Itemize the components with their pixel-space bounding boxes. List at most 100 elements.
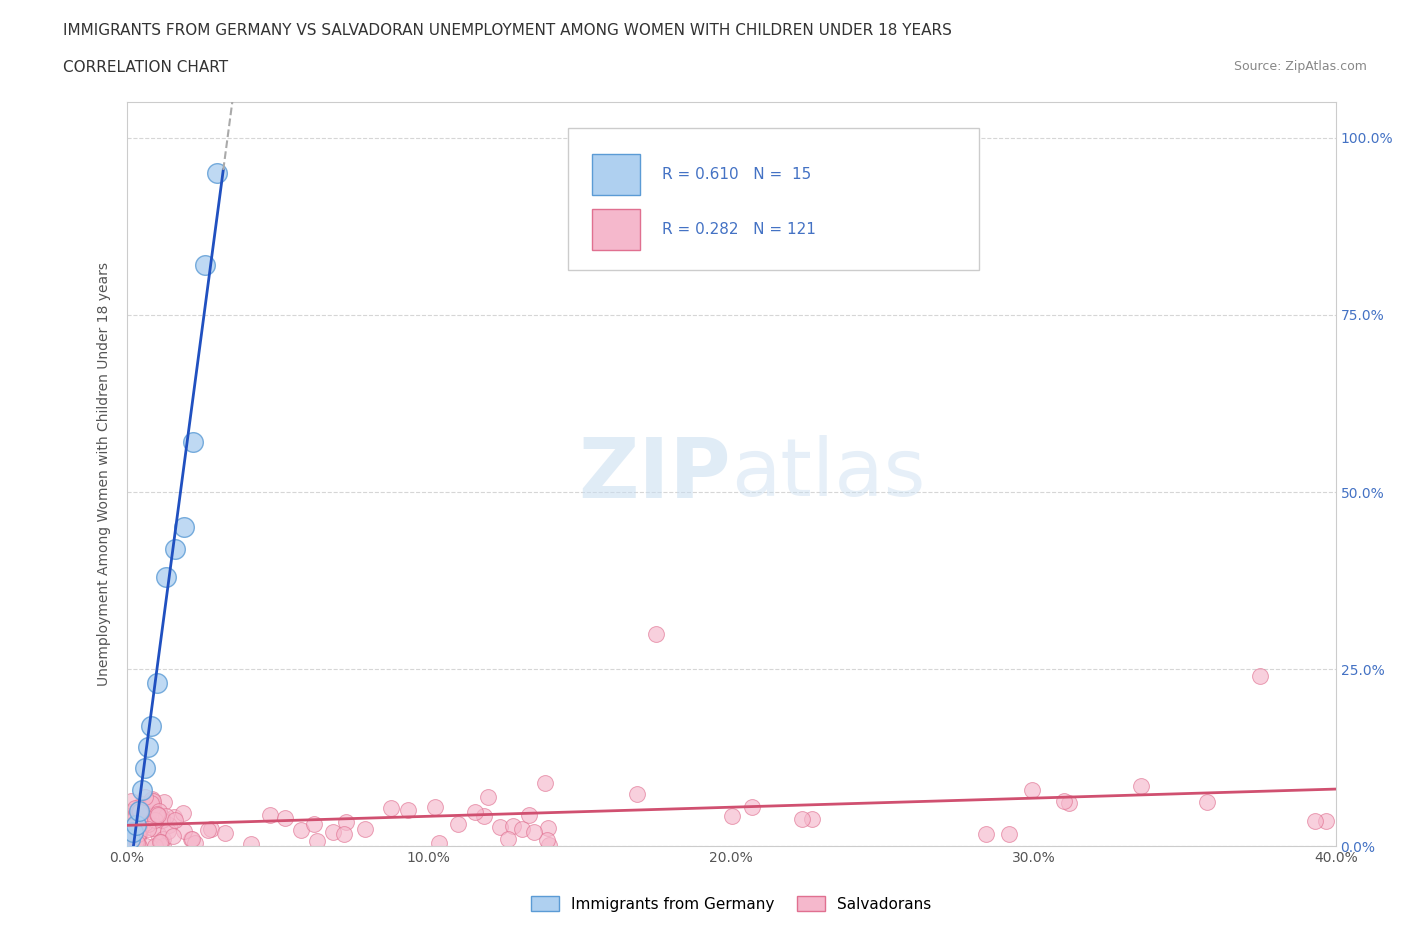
Point [118, 806, 141, 821]
Point [148, 826, 170, 841]
Point [477, 790, 499, 804]
Point [998, 827, 1021, 842]
Point [173, 520, 195, 535]
Point [305, 834, 328, 849]
Point [157, 817, 180, 832]
Point [117, 837, 139, 852]
Point [122, 826, 145, 841]
Point [129, 799, 152, 814]
Point [145, 806, 167, 821]
Point [124, 817, 146, 832]
Point [134, 790, 156, 804]
Point [152, 839, 174, 854]
Point [121, 825, 143, 840]
Point [181, 435, 204, 450]
Point [974, 827, 997, 842]
Legend: Immigrants from Germany, Salvadorans: Immigrants from Germany, Salvadorans [524, 889, 938, 918]
Point [1315, 813, 1337, 828]
Point [536, 833, 558, 848]
Point [380, 800, 402, 815]
Point [149, 834, 172, 849]
Point [129, 819, 152, 834]
Point [115, 833, 138, 848]
Point [142, 796, 165, 811]
Point [138, 819, 160, 834]
Point [523, 825, 546, 840]
Text: Source: ZipAtlas.com: Source: ZipAtlas.com [1233, 60, 1367, 73]
Text: ZIP: ZIP [579, 433, 731, 515]
Point [125, 836, 148, 851]
Point [1130, 778, 1153, 793]
Point [127, 827, 149, 842]
Point [537, 821, 560, 836]
Bar [592, 208, 641, 249]
Text: R = 0.610   N =  15: R = 0.610 N = 15 [662, 167, 811, 182]
Point [150, 834, 173, 849]
Point [118, 811, 141, 826]
Point [120, 809, 142, 824]
Point [197, 822, 219, 837]
Point [153, 795, 176, 810]
Point [354, 822, 377, 837]
Point [180, 832, 202, 847]
Bar [592, 154, 641, 195]
Point [1249, 669, 1271, 684]
Point [131, 782, 153, 797]
Y-axis label: Unemployment Among Women with Children Under 18 years: Unemployment Among Women with Children U… [97, 262, 111, 686]
Point [517, 807, 540, 822]
Point [141, 792, 163, 807]
Point [149, 809, 172, 824]
Point [464, 804, 486, 819]
Point [502, 818, 524, 833]
Point [129, 804, 152, 818]
Point [510, 821, 533, 836]
Point [447, 817, 470, 831]
Point [423, 800, 446, 815]
Point [205, 166, 228, 180]
Point [533, 776, 555, 790]
Point [152, 813, 174, 828]
Point [121, 827, 143, 842]
Point [146, 676, 169, 691]
Point [162, 829, 184, 844]
Point [135, 839, 157, 854]
Point [127, 830, 149, 844]
Text: R = 0.282   N = 121: R = 0.282 N = 121 [662, 221, 815, 236]
Point [644, 626, 666, 641]
Point [214, 826, 236, 841]
Point [139, 795, 162, 810]
Point [120, 793, 142, 808]
Point [194, 258, 217, 272]
Point [136, 817, 159, 832]
Point [741, 799, 763, 814]
Point [304, 817, 326, 831]
Point [148, 807, 170, 822]
Point [120, 804, 142, 819]
Point [200, 821, 222, 836]
Point [118, 804, 141, 819]
Point [142, 820, 165, 835]
Point [121, 818, 143, 833]
Point [474, 808, 496, 823]
Point [290, 822, 312, 837]
Point [127, 807, 149, 822]
Point [1057, 795, 1080, 810]
Point [163, 541, 186, 556]
Point [489, 819, 512, 834]
Point [148, 804, 170, 818]
Point [125, 806, 148, 821]
Point [163, 813, 186, 828]
Point [124, 809, 146, 824]
Point [172, 805, 194, 820]
Point [155, 808, 177, 823]
Point [134, 816, 156, 830]
Point [118, 813, 141, 828]
Point [127, 836, 149, 851]
Point [134, 761, 156, 776]
Point [1303, 814, 1326, 829]
Text: IMMIGRANTS FROM GERMANY VS SALVADORAN UNEMPLOYMENT AMONG WOMEN WITH CHILDREN UND: IMMIGRANTS FROM GERMANY VS SALVADORAN UN… [63, 23, 952, 38]
Point [184, 835, 207, 850]
Point [163, 810, 186, 825]
Point [152, 831, 174, 846]
Point [180, 831, 202, 846]
